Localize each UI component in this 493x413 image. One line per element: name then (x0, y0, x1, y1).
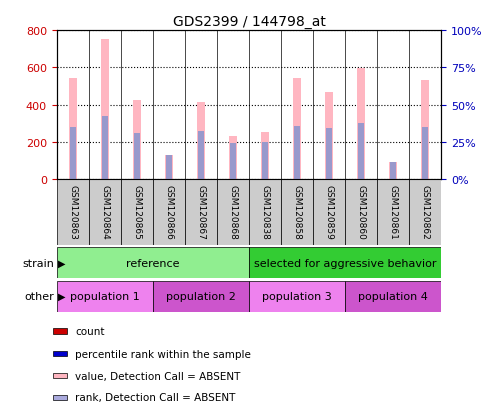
Bar (409, 180, 441, 246)
Text: population 1: population 1 (70, 291, 140, 301)
Bar (166, 156, 172, 180)
Text: count: count (75, 326, 105, 336)
Text: GSM120861: GSM120861 (388, 185, 398, 240)
Bar (345, 180, 377, 246)
Bar (57, 180, 89, 246)
Bar (261, 132, 269, 180)
Text: value, Detection Call = ABSENT: value, Detection Call = ABSENT (75, 370, 241, 381)
Bar (121, 180, 153, 246)
Bar (249, 281, 345, 312)
Bar (70, 128, 75, 180)
Title: GDS2399 / 144798_at: GDS2399 / 144798_at (173, 14, 325, 28)
Text: population 3: population 3 (262, 291, 332, 301)
Text: GSM120860: GSM120860 (356, 185, 366, 240)
Bar (249, 248, 441, 279)
Text: population 2: population 2 (166, 291, 236, 301)
Text: GSM120858: GSM120858 (292, 185, 302, 240)
Bar (281, 180, 313, 246)
Text: GSM120864: GSM120864 (100, 185, 109, 240)
Bar (89, 180, 121, 246)
Text: GSM120865: GSM120865 (132, 185, 141, 240)
Bar (423, 128, 428, 180)
Bar (389, 163, 397, 180)
Text: GSM120859: GSM120859 (324, 185, 334, 240)
Bar (153, 281, 249, 312)
Bar (217, 180, 249, 246)
Bar (69, 78, 77, 180)
Text: GSM120863: GSM120863 (68, 185, 77, 240)
Bar (357, 69, 365, 180)
Bar (134, 133, 140, 180)
Bar (262, 142, 268, 180)
Bar (249, 180, 281, 246)
Bar (230, 144, 236, 180)
Bar (53, 395, 67, 400)
Bar (421, 81, 429, 180)
Text: other: other (25, 291, 54, 301)
Bar (326, 128, 332, 180)
Bar (229, 137, 237, 180)
Text: percentile rank within the sample: percentile rank within the sample (75, 349, 251, 359)
Text: GSM120867: GSM120867 (196, 185, 206, 240)
Bar (197, 102, 205, 180)
Text: GSM120862: GSM120862 (421, 185, 430, 240)
Bar (325, 93, 333, 180)
Bar (313, 180, 345, 246)
Bar (53, 351, 67, 357)
Bar (358, 124, 364, 180)
Bar (198, 132, 204, 180)
Bar (165, 156, 173, 180)
Text: strain: strain (22, 258, 54, 268)
Text: ▶: ▶ (58, 258, 65, 268)
Text: ▶: ▶ (58, 291, 65, 301)
Bar (390, 163, 396, 180)
Text: population 4: population 4 (358, 291, 428, 301)
Bar (53, 328, 67, 334)
Bar (294, 127, 300, 180)
Bar (153, 180, 185, 246)
Bar (57, 248, 249, 279)
Bar (102, 116, 107, 180)
Text: GSM120838: GSM120838 (260, 185, 270, 240)
Bar (53, 373, 67, 378)
Text: selected for aggressive behavior: selected for aggressive behavior (254, 258, 436, 268)
Text: GSM120866: GSM120866 (164, 185, 174, 240)
Text: reference: reference (126, 258, 179, 268)
Text: rank, Detection Call = ABSENT: rank, Detection Call = ABSENT (75, 392, 236, 402)
Bar (185, 180, 217, 246)
Text: GSM120868: GSM120868 (228, 185, 238, 240)
Bar (101, 40, 109, 180)
Bar (57, 281, 153, 312)
Bar (377, 180, 409, 246)
Bar (345, 281, 441, 312)
Bar (133, 101, 141, 180)
Bar (293, 78, 301, 180)
